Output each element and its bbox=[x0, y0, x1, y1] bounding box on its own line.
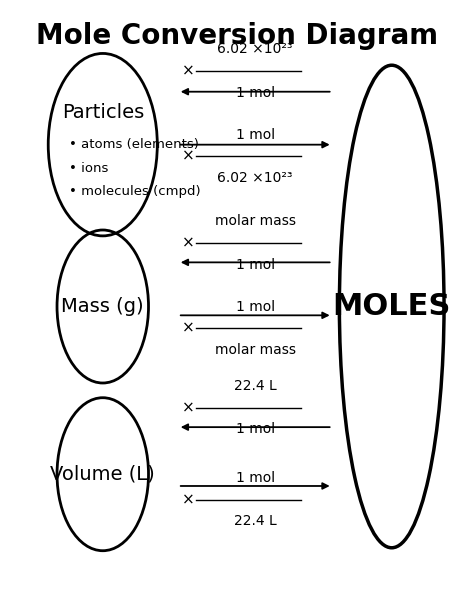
Text: ×: × bbox=[182, 235, 195, 251]
Text: 1 mol: 1 mol bbox=[236, 422, 275, 436]
Text: Particles: Particles bbox=[62, 103, 144, 122]
Text: • molecules (cmpd): • molecules (cmpd) bbox=[69, 185, 200, 198]
Text: ×: × bbox=[182, 64, 195, 78]
Text: molar mass: molar mass bbox=[215, 214, 296, 228]
Text: Mole Conversion Diagram: Mole Conversion Diagram bbox=[36, 22, 438, 50]
Text: 22.4 L: 22.4 L bbox=[234, 379, 276, 393]
Text: 6.02 ×10²³: 6.02 ×10²³ bbox=[218, 171, 293, 185]
Text: ×: × bbox=[182, 149, 195, 164]
Text: 1 mol: 1 mol bbox=[236, 471, 275, 485]
Text: Mass (g): Mass (g) bbox=[62, 297, 144, 316]
Text: • atoms (elements): • atoms (elements) bbox=[69, 138, 199, 151]
Text: 22.4 L: 22.4 L bbox=[234, 514, 276, 528]
Text: Volume (L): Volume (L) bbox=[50, 465, 155, 484]
Text: molar mass: molar mass bbox=[215, 343, 296, 357]
Text: 1 mol: 1 mol bbox=[236, 128, 275, 142]
Text: 1 mol: 1 mol bbox=[236, 86, 275, 100]
Text: MOLES: MOLES bbox=[333, 292, 451, 321]
Text: ×: × bbox=[182, 400, 195, 415]
Text: 1 mol: 1 mol bbox=[236, 300, 275, 314]
Text: 6.02 ×10²³: 6.02 ×10²³ bbox=[218, 42, 293, 56]
Text: 1 mol: 1 mol bbox=[236, 257, 275, 272]
Text: ×: × bbox=[182, 321, 195, 336]
Text: ×: × bbox=[182, 492, 195, 507]
Text: • ions: • ions bbox=[69, 162, 108, 175]
